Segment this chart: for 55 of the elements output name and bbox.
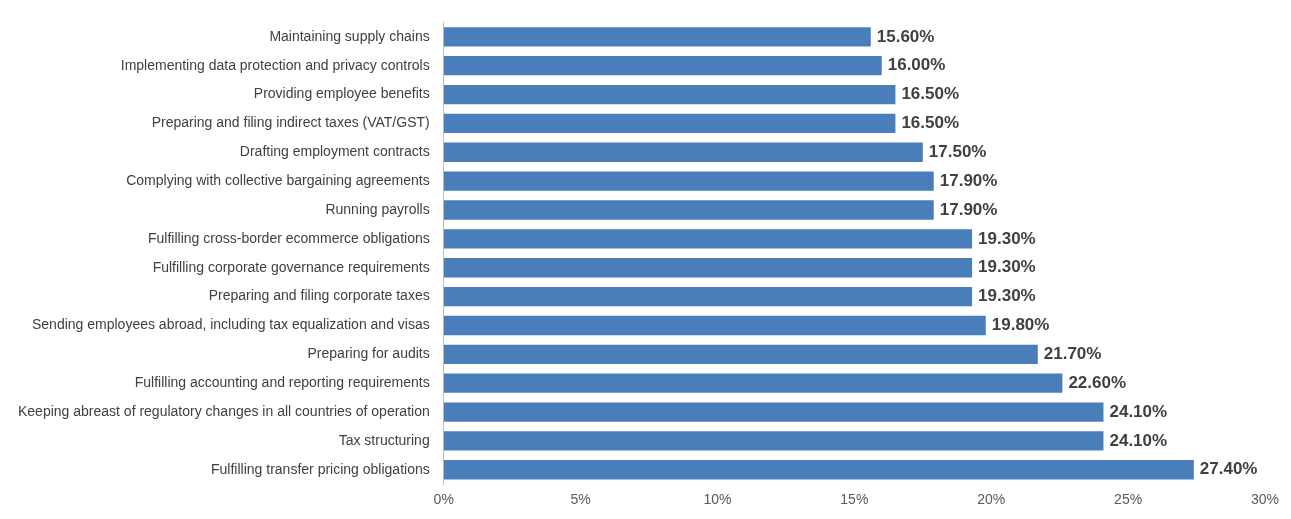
bar — [443, 344, 1038, 364]
data-label: 24.10% — [1109, 430, 1168, 450]
y-tick-label: Fulfilling accounting and reporting requirements — [134, 374, 430, 391]
data-label: 19.30% — [978, 286, 1036, 306]
y-tick-label: Providing employee benefits — [253, 85, 430, 102]
data-label: 15.60% — [876, 26, 935, 46]
bar — [443, 27, 871, 47]
bar — [443, 113, 896, 134]
bar — [443, 56, 882, 76]
x-tick-label: 30% — [1250, 491, 1280, 508]
data-label: 17.90% — [939, 199, 998, 219]
x-tick-label: 10% — [703, 491, 732, 508]
data-label: 27.40% — [1199, 459, 1258, 479]
y-tick-label: Maintaining supply chains — [269, 27, 430, 44]
data-label: 21.70% — [1043, 344, 1102, 364]
data-label: 22.60% — [1068, 372, 1127, 392]
bar — [443, 373, 1063, 393]
data-label: 19.30% — [978, 228, 1036, 248]
bar — [443, 84, 896, 105]
y-tick-label: Fulfilling corporate governance requirements — [152, 258, 430, 275]
bar — [443, 200, 934, 220]
bar — [443, 258, 973, 278]
y-tick-label: Sending employees abroad, including tax equalization and visas — [31, 316, 430, 333]
data-label: 19.80% — [991, 315, 1050, 335]
y-tick-label: Tax structuring — [338, 431, 430, 448]
x-tick-label: 15% — [840, 491, 869, 508]
data-label: 17.50% — [928, 141, 987, 161]
bar — [443, 229, 973, 249]
y-tick-label: Fulfilling transfer pricing obligations — [211, 460, 430, 477]
x-tick-label: 0% — [433, 491, 454, 508]
y-tick-label: Drafting employment contracts — [239, 143, 430, 160]
y-tick-label: Preparing and filing indirect taxes (VAT/GST) — [151, 114, 430, 131]
bar — [443, 431, 1104, 451]
bar — [443, 402, 1104, 422]
y-tick-label: Fulfilling cross-border ecommerce obligations — [148, 229, 430, 246]
x-tick-label: 25% — [1114, 491, 1143, 508]
data-label: 16.50% — [901, 84, 960, 104]
data-label: 16.50% — [901, 113, 960, 133]
y-tick-label: Complying with collective bargaining agreements — [126, 172, 430, 188]
y-tick-label: Keeping abreast of regulatory changes in all countries of operation — [17, 402, 430, 419]
y-tick-label: Running payrolls — [325, 200, 430, 217]
bar — [443, 171, 934, 191]
bar — [443, 142, 923, 162]
data-label: 16.00% — [887, 55, 946, 75]
x-tick-label: 5% — [570, 491, 591, 508]
bar — [443, 286, 973, 307]
bar — [443, 460, 1194, 480]
x-tick-label: 20% — [977, 491, 1006, 508]
y-tick-label: Implementing data protection and privacy controls — [120, 56, 430, 73]
data-label: 24.10% — [1109, 401, 1168, 421]
bar — [443, 315, 986, 336]
data-label: 19.30% — [978, 257, 1036, 277]
data-label: 17.90% — [939, 170, 998, 190]
y-tick-label: Preparing for audits — [307, 345, 430, 362]
y-tick-label: Preparing and filing corporate taxes — [208, 287, 430, 304]
